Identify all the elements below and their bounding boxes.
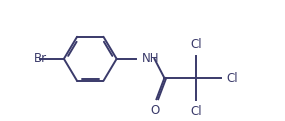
Text: Cl: Cl <box>226 72 238 85</box>
Text: NH: NH <box>142 52 159 65</box>
Text: Cl: Cl <box>190 105 202 118</box>
Text: Cl: Cl <box>190 38 202 51</box>
Text: Br: Br <box>34 52 47 65</box>
Text: O: O <box>151 104 160 117</box>
